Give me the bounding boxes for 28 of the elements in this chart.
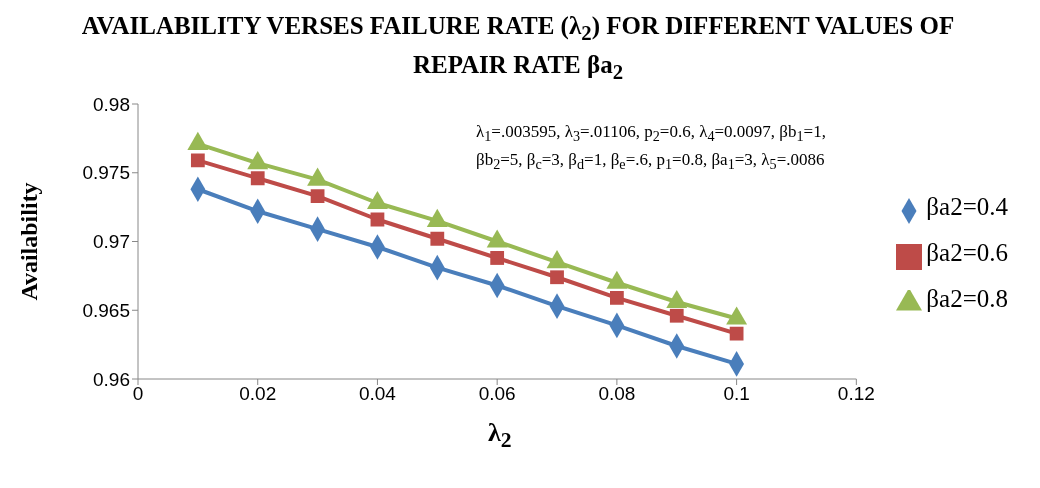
y-tick-label: 0.965 — [82, 299, 130, 321]
point — [430, 231, 445, 246]
x-tick-label: 0.08 — [598, 383, 636, 405]
y-axis-title: Availability — [15, 182, 42, 301]
legend-label: βa2=0.4 — [926, 193, 1008, 220]
point — [669, 308, 684, 323]
y-tick-label: 0.97 — [93, 231, 130, 253]
point — [310, 189, 325, 204]
y-tick-label: 0.975 — [82, 162, 130, 184]
x-tick-label: 0.1 — [723, 383, 750, 405]
text: λ$_{1}$=.003595, λ$_{3}$=.01106, p$_{2}$=0.6, λ$_{4}$=0.0097, βb$_{1}$=1, βb$_{2}$=5, β$_{c}$=3, β$_{d}$=1, β$_{e}$=.6, p$_{1}$=0.8, βa$_{1}$=3, λ$_{5}$=.0086 — [476, 122, 826, 173]
point — [250, 171, 265, 186]
point — [729, 326, 744, 341]
legend-label: βa2=0.8 — [926, 285, 1008, 312]
y-tick-label: 0.96 — [93, 368, 130, 390]
x-tick-label: 0 — [132, 383, 144, 405]
chart-title: AVAILABILITY VERSES FAILURE RATE (λ$_{2}$) FOR DIFFERENT VALUES OF REPAIR RATE βa$_{2}$ — [80, 11, 956, 86]
point — [490, 251, 505, 265]
point — [190, 153, 205, 168]
x-axis-title: λ$_{2}$ — [488, 418, 512, 454]
point — [550, 270, 564, 285]
x-tick-label: 0.02 — [239, 383, 277, 405]
y-tick-label: 0.98 — [93, 93, 130, 115]
x-tick-label: 0.12 — [837, 383, 875, 405]
x-tick-label: 0.04 — [358, 383, 397, 405]
legend-label: βa2=0.6 — [926, 239, 1008, 266]
x-tick-label: 0.06 — [478, 383, 516, 405]
point — [609, 290, 624, 305]
